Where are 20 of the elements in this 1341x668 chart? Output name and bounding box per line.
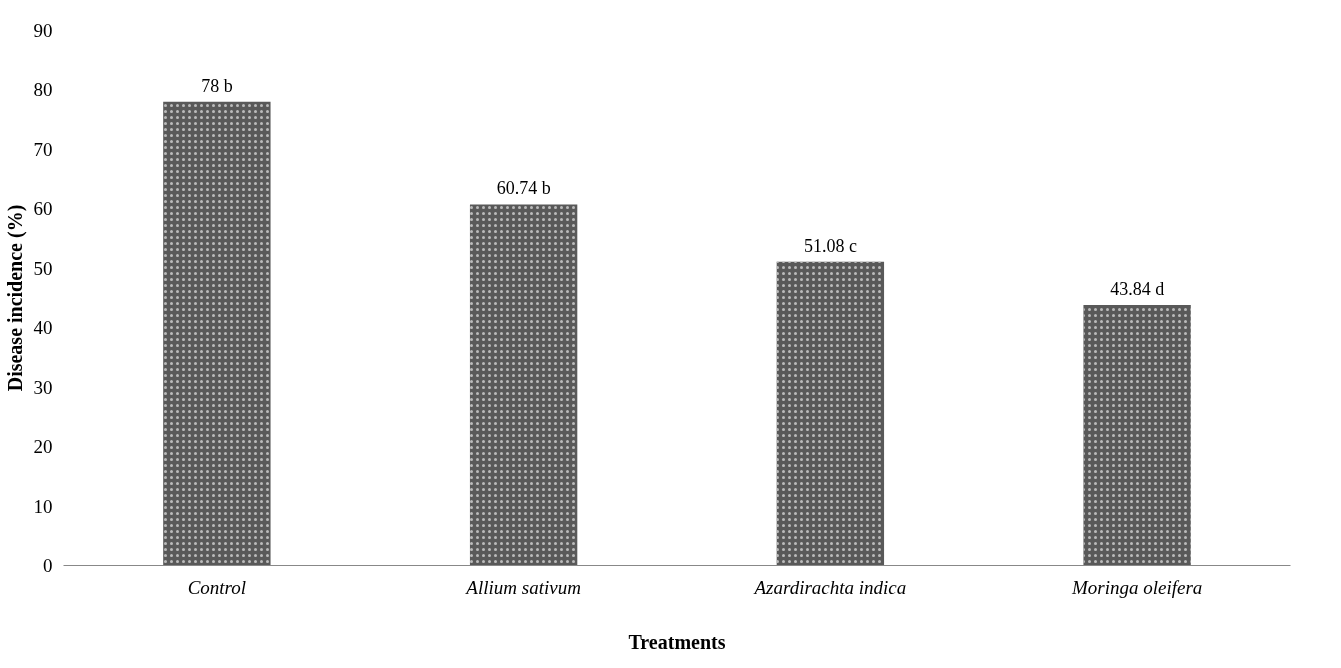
y-tick-label: 0 [43, 555, 53, 576]
y-axis-title: Disease incidence (%) [3, 204, 27, 392]
data-label: 60.74 b [496, 178, 551, 199]
data-label: 43.84 d [1110, 278, 1165, 299]
x-tick-label: Azardirachta indica [752, 576, 907, 598]
x-tick-label: Control [187, 576, 247, 598]
y-tick-label: 20 [33, 436, 53, 458]
x-tick-label: Moringa oleifera [1070, 576, 1203, 598]
y-tick-label: 10 [33, 495, 53, 517]
data-label: 78 b [201, 75, 233, 96]
y-tick-label: 60 [33, 198, 53, 220]
y-tick-label: 40 [33, 317, 53, 339]
y-tick-label: 30 [33, 376, 53, 398]
y-tick-label: 90 [33, 20, 53, 41]
y-tick-label: 80 [33, 79, 53, 101]
x-axis-title: Treatments [628, 630, 726, 653]
y-tick-label: 70 [33, 138, 53, 160]
x-tick-label: Allium sativum [464, 576, 581, 598]
data-label: 51.08 c [803, 235, 857, 256]
y-tick-label: 50 [33, 257, 53, 279]
